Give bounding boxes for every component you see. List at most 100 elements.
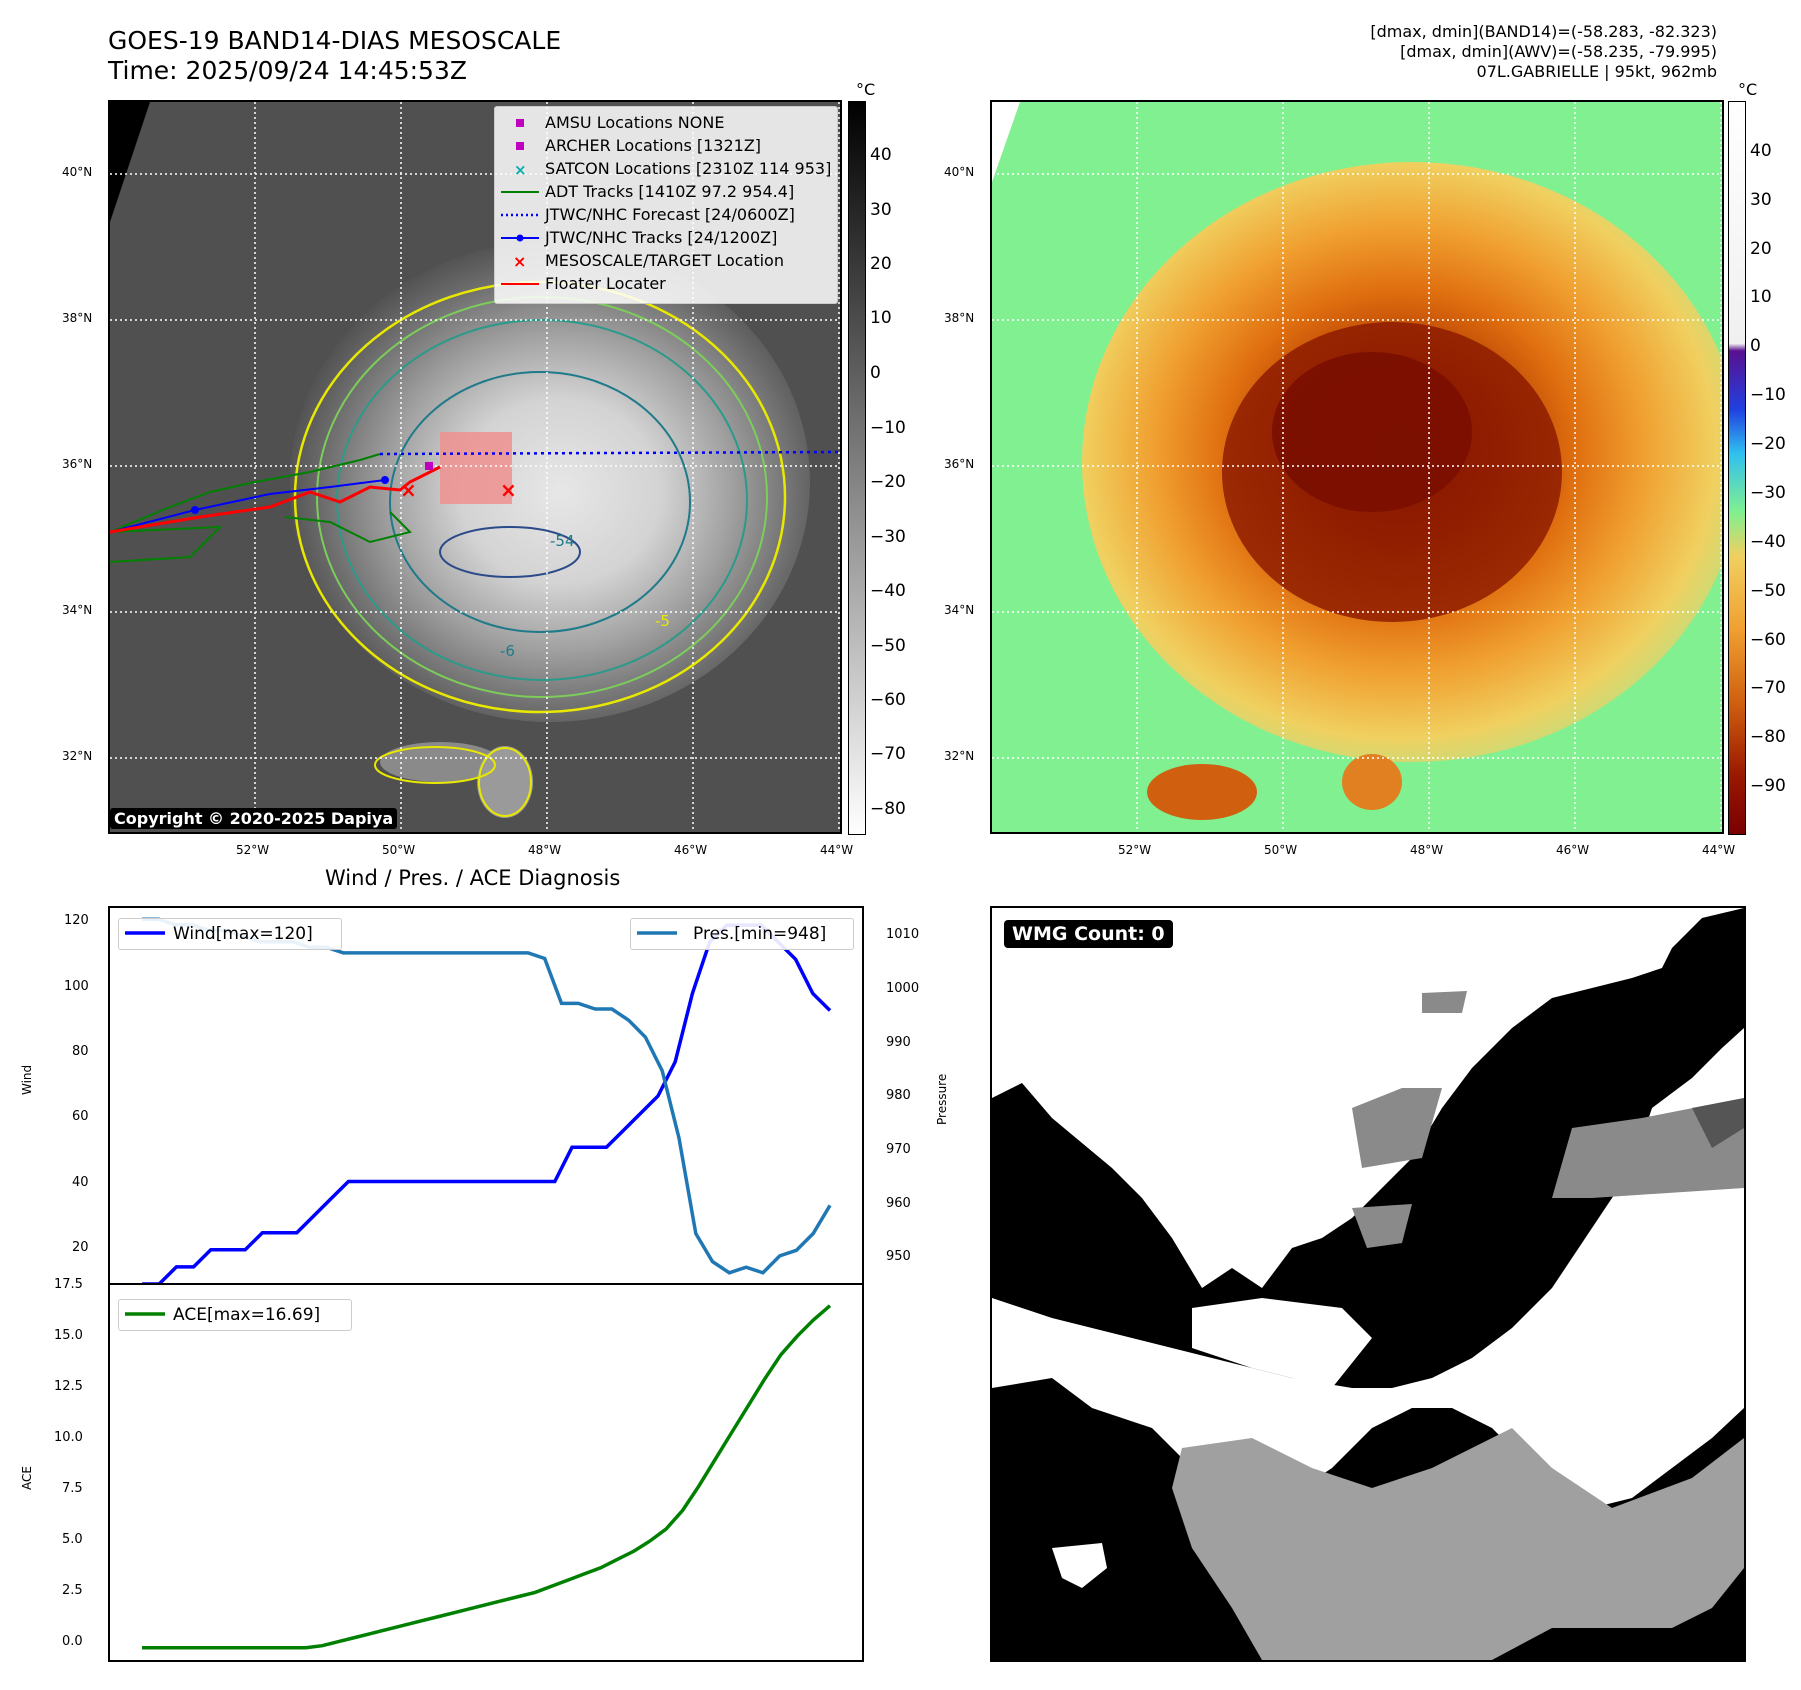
lon-label-50-right: 50°W <box>1264 843 1298 857</box>
contour-label-5: -5 <box>655 612 670 630</box>
pres-tick: 1010 <box>886 927 920 942</box>
pres-legend-label: Pres.[min=948] <box>693 924 827 944</box>
colorbar-left-tick: −60 <box>870 690 906 710</box>
colorbar-right-tick: −60 <box>1750 630 1786 650</box>
colorbar-right-tick: 30 <box>1750 190 1772 210</box>
pres-axis-label: Pressure <box>935 1073 949 1125</box>
colorbar-right-tick: 0 <box>1750 336 1761 356</box>
color-ir-map-panel[interactable] <box>990 100 1724 834</box>
contour-label-6: -6 <box>500 642 515 660</box>
colorbar-left-tick: 30 <box>870 200 892 220</box>
wind-tick: 20 <box>72 1240 89 1255</box>
legend-marker-square <box>516 119 524 127</box>
lon-label-46-right: 46°W <box>1556 843 1590 857</box>
ir-map-panel[interactable]: × × -54 -6 -5 AMSU Locations NONE ARCHER… <box>108 100 842 834</box>
ace-legend-label: ACE[max=16.69] <box>173 1305 321 1325</box>
wind-tick: 80 <box>72 1044 89 1059</box>
legend-line-red <box>501 283 539 285</box>
legend-line-green <box>501 191 539 193</box>
lat-label-34: 34°N <box>62 603 93 617</box>
ace-tick: 7.5 <box>62 1481 83 1496</box>
pres-tick: 990 <box>886 1035 911 1050</box>
ace-tick: 5.0 <box>62 1532 83 1547</box>
map-legend: AMSU Locations NONE ARCHER Locations [13… <box>494 106 838 304</box>
colorbar-right-tick: −40 <box>1750 532 1786 552</box>
lat-label-38-right: 38°N <box>944 311 975 325</box>
colorbar-right-tick: −50 <box>1750 581 1786 601</box>
wind-legend-line <box>125 931 165 935</box>
wind-pres-plot: Wind[max=120] Pres.[min=948] <box>108 906 864 1284</box>
svg-text:×: × <box>514 161 527 179</box>
pres-tick: 980 <box>886 1088 911 1103</box>
colorbar-right-tick: −20 <box>1750 434 1786 454</box>
wind-tick: 100 <box>64 979 89 994</box>
colorbar-left-tick: 40 <box>870 145 892 165</box>
figure-timestamp: Time: 2025/09/24 14:45:53Z <box>108 56 467 85</box>
lat-label-40: 40°N <box>62 165 93 179</box>
colorbar-right <box>1728 101 1746 835</box>
legend-marker-x: × <box>514 161 527 179</box>
ace-plot: ACE[max=16.69] <box>108 1283 864 1662</box>
ace-svg <box>142 1304 832 1650</box>
band14-minmax: [dmax, dmin](BAND14)=(-58.283, -82.323) <box>1370 22 1717 41</box>
wind-tick: 40 <box>72 1175 89 1190</box>
lat-label-36: 36°N <box>62 457 93 471</box>
pres-legend: Pres.[min=948] <box>630 918 854 950</box>
ace-tick: 2.5 <box>62 1583 83 1598</box>
colorbar-left-tick: −50 <box>870 636 906 656</box>
pres-legend-line <box>637 931 677 935</box>
colorbar-right-tick: −90 <box>1750 776 1786 796</box>
svg-text:×: × <box>513 252 526 271</box>
lat-label-32-right: 32°N <box>944 749 975 763</box>
lat-label-40-right: 40°N <box>944 165 975 179</box>
pres-tick: 950 <box>886 1249 911 1264</box>
colorbar-left-tick: 0 <box>870 363 881 383</box>
wind-pres-svg <box>142 917 832 1283</box>
colorbar-left-tick: −40 <box>870 581 906 601</box>
wind-legend-label: Wind[max=120] <box>173 924 313 944</box>
colorbar-right-tick: −30 <box>1750 483 1786 503</box>
wind-tick: 60 <box>72 1109 89 1124</box>
awv-minmax: [dmax, dmin](AWV)=(-58.235, -79.995) <box>1400 42 1717 61</box>
legend-marker-square <box>516 142 524 150</box>
ace-axis-label: ACE <box>20 1466 34 1490</box>
copyright-badge: Copyright © 2020-2025 Dapiya <box>110 808 398 829</box>
svg-text:×: × <box>400 478 417 502</box>
colorbar-left <box>848 101 866 835</box>
ace-tick: 0.0 <box>62 1634 83 1649</box>
legend-line-dotted <box>501 213 539 217</box>
lat-label-38: 38°N <box>62 311 93 325</box>
colorbar-right-unit: °C <box>1738 80 1758 99</box>
colorbar-right-tick: 10 <box>1750 287 1772 307</box>
colorbar-left-tick: 20 <box>870 254 892 274</box>
colorbar-left-tick: −20 <box>870 472 906 492</box>
pressure-series-line <box>142 917 832 1275</box>
lon-label-52-right: 52°W <box>1118 843 1152 857</box>
lat-label-36-right: 36°N <box>944 457 975 471</box>
contour-label-54: -54 <box>550 532 575 550</box>
pres-tick: 1000 <box>886 981 920 996</box>
lon-label-48-right: 48°W <box>1410 843 1444 857</box>
storm-info: 07L.GABRIELLE | 95kt, 962mb <box>1476 62 1717 81</box>
wmg-panel[interactable]: WMG Count: 0 <box>990 906 1746 1662</box>
ace-series-line <box>142 1304 832 1650</box>
wmg-image <box>992 908 1744 1660</box>
figure-title: GOES-19 BAND14-DIAS MESOSCALE <box>108 26 562 55</box>
lon-label-50: 50°W <box>382 843 416 857</box>
ace-legend-line <box>125 1312 165 1316</box>
colorbar-left-tick: −70 <box>870 744 906 764</box>
svg-text:×: × <box>500 478 517 502</box>
pres-tick: 970 <box>886 1142 911 1157</box>
wind-legend: Wind[max=120] <box>118 918 342 950</box>
colorbar-left-tick: −30 <box>870 527 906 547</box>
lat-label-34-right: 34°N <box>944 603 975 617</box>
wmg-count-badge: WMG Count: 0 <box>1004 920 1173 948</box>
colorbar-right-tick: 20 <box>1750 239 1772 259</box>
wind-series-line <box>142 923 832 1283</box>
lon-label-48: 48°W <box>528 843 562 857</box>
colorbar-right-tick: 40 <box>1750 141 1772 161</box>
ace-tick: 15.0 <box>54 1328 83 1343</box>
color-ir-map-image <box>992 102 1722 832</box>
ace-tick: 12.5 <box>54 1379 83 1394</box>
ace-legend: ACE[max=16.69] <box>118 1299 352 1331</box>
